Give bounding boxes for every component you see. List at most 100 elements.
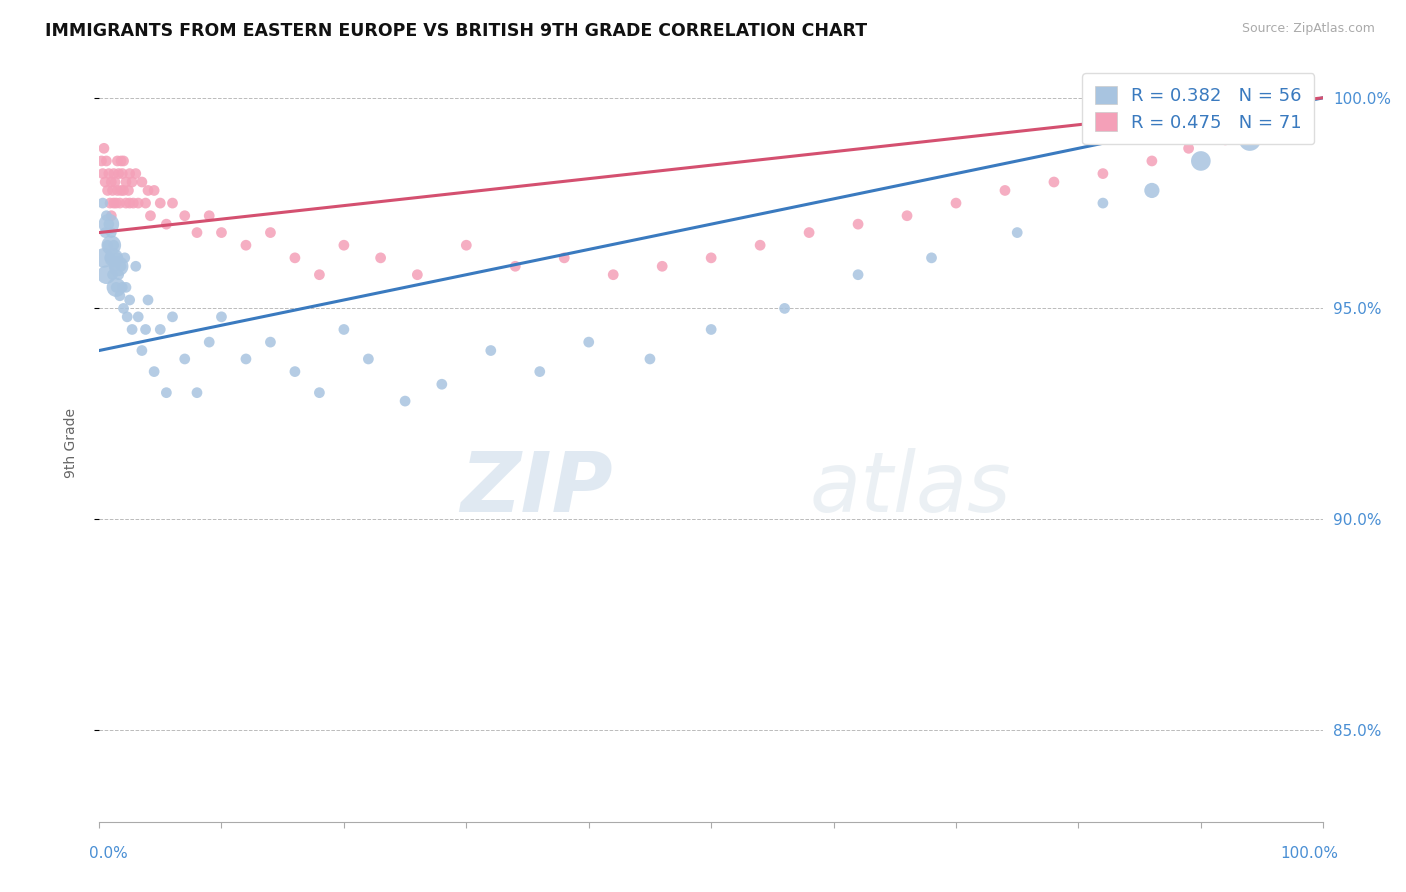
Point: [162, 196, 184, 211]
Point: [107, 260, 129, 274]
Point: [1177, 141, 1199, 155]
Point: [103, 196, 125, 211]
Point: [700, 251, 723, 265]
Point: [97, 217, 120, 231]
Point: [773, 301, 796, 316]
Point: [198, 335, 221, 350]
Point: [105, 280, 128, 294]
Point: [155, 385, 177, 400]
Point: [127, 196, 149, 211]
Point: [110, 184, 132, 198]
Point: [143, 184, 166, 198]
Point: [235, 238, 257, 252]
Point: [117, 184, 139, 198]
Point: [749, 238, 772, 252]
Point: [333, 322, 356, 336]
Point: [107, 184, 129, 198]
Point: [308, 385, 330, 400]
Point: [118, 196, 141, 211]
Point: [553, 251, 575, 265]
Point: [1091, 167, 1114, 181]
Point: [110, 260, 132, 274]
Point: [97, 217, 120, 231]
Text: ZIP: ZIP: [461, 448, 613, 529]
Point: [1288, 112, 1310, 126]
Point: [114, 251, 136, 265]
Point: [93, 141, 115, 155]
Point: [921, 251, 943, 265]
Point: [97, 238, 120, 252]
Point: [1043, 175, 1066, 189]
Point: [107, 268, 129, 282]
Point: [479, 343, 502, 358]
Point: [333, 238, 356, 252]
Point: [578, 335, 600, 350]
Point: [456, 238, 478, 252]
Point: [101, 184, 124, 198]
Point: [308, 268, 330, 282]
Point: [394, 394, 416, 409]
Point: [103, 238, 125, 252]
Point: [797, 226, 820, 240]
Point: [97, 184, 120, 198]
Point: [108, 196, 131, 211]
Text: Source: ZipAtlas.com: Source: ZipAtlas.com: [1241, 22, 1375, 36]
Point: [98, 251, 121, 265]
Point: [115, 310, 138, 324]
Point: [110, 153, 132, 168]
Point: [118, 293, 141, 307]
Point: [1005, 226, 1028, 240]
Point: [211, 310, 233, 324]
Point: [406, 268, 429, 282]
Point: [107, 251, 129, 265]
Point: [94, 175, 117, 189]
Point: [284, 365, 307, 379]
Point: [97, 167, 120, 181]
Point: [91, 167, 114, 181]
Point: [125, 167, 148, 181]
Point: [125, 260, 148, 274]
Point: [357, 351, 380, 366]
Point: [235, 351, 257, 366]
Point: [1251, 124, 1274, 138]
Point: [131, 175, 153, 189]
Point: [186, 385, 208, 400]
Point: [104, 175, 127, 189]
Point: [112, 153, 135, 168]
Point: [149, 196, 172, 211]
Point: [103, 167, 125, 181]
Point: [93, 251, 115, 265]
Point: [108, 289, 131, 303]
Point: [994, 184, 1017, 198]
Point: [651, 260, 673, 274]
Y-axis label: 9th Grade: 9th Grade: [65, 409, 79, 478]
Point: [112, 184, 135, 198]
Point: [131, 343, 153, 358]
Point: [107, 167, 129, 181]
Point: [111, 280, 134, 294]
Point: [100, 226, 122, 240]
Point: [1091, 196, 1114, 211]
Point: [1239, 133, 1261, 147]
Point: [896, 209, 918, 223]
Point: [100, 209, 122, 223]
Point: [90, 153, 112, 168]
Point: [198, 209, 221, 223]
Point: [846, 268, 869, 282]
Point: [173, 209, 195, 223]
Point: [136, 184, 159, 198]
Point: [430, 377, 453, 392]
Point: [100, 175, 122, 189]
Point: [112, 301, 135, 316]
Point: [121, 175, 143, 189]
Point: [143, 365, 166, 379]
Point: [259, 335, 281, 350]
Point: [136, 293, 159, 307]
Point: [115, 196, 138, 211]
Point: [111, 167, 134, 181]
Point: [259, 226, 281, 240]
Point: [96, 153, 118, 168]
Point: [91, 196, 114, 211]
Point: [602, 268, 624, 282]
Point: [284, 251, 307, 265]
